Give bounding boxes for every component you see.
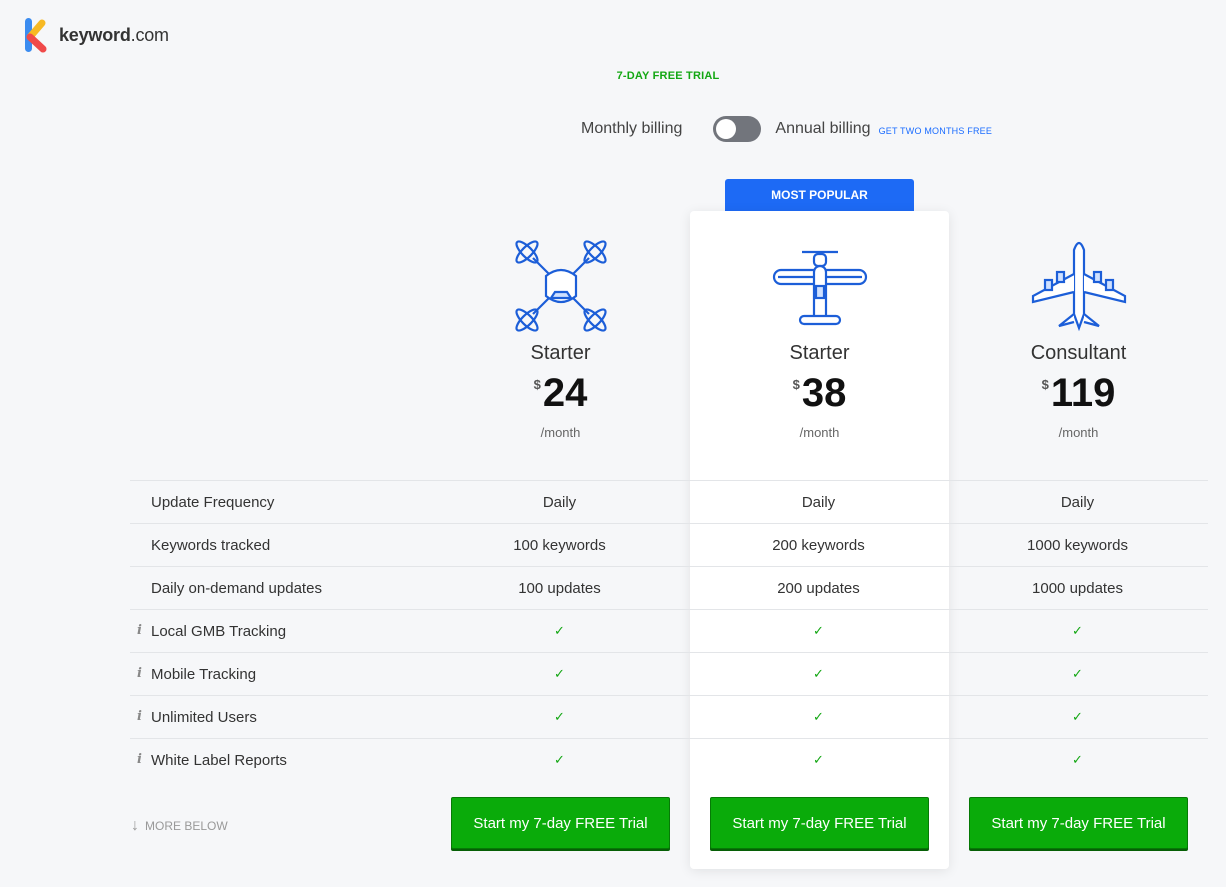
check-icon: ✓ bbox=[554, 752, 565, 767]
keyword-logo-icon bbox=[25, 18, 47, 53]
check-icon: ✓ bbox=[813, 666, 824, 681]
toggle-knob bbox=[716, 119, 737, 139]
plan-period: /month bbox=[540, 425, 581, 440]
feature-label: Local GMB Tracking bbox=[151, 622, 287, 640]
start-trial-button-starter-24[interactable]: Start my 7-day FREE Trial bbox=[451, 797, 670, 849]
check-icon: ✓ bbox=[554, 623, 565, 638]
annual-promo-text: GET TWO MONTHS FREE bbox=[878, 126, 993, 136]
billing-toggle-row: Monthly billing Annual billing GET TWO M… bbox=[581, 115, 992, 143]
feature-label: Daily on-demand updates bbox=[151, 579, 322, 597]
plan-price: $ 38 bbox=[792, 371, 847, 415]
table-row: i White Label Reports ✓ ✓ ✓ bbox=[130, 738, 1208, 781]
check-icon: ✓ bbox=[554, 666, 565, 681]
start-trial-button-consultant[interactable]: Start my 7-day FREE Trial bbox=[969, 797, 1188, 849]
more-below-label: MORE BELOW bbox=[145, 819, 228, 833]
plan-name: Consultant bbox=[1030, 342, 1127, 364]
table-row: i Local GMB Tracking ✓ ✓ ✓ bbox=[130, 609, 1208, 652]
plan-column-2: Starter $ 38 /month bbox=[690, 230, 949, 440]
plan-price: $ 24 bbox=[533, 371, 588, 415]
info-icon[interactable]: i bbox=[137, 622, 142, 638]
brand-name: keyword.com bbox=[59, 24, 169, 45]
table-row: Daily on-demand updates 100 updates 200 … bbox=[130, 566, 1208, 609]
start-trial-button-starter-38[interactable]: Start my 7-day FREE Trial bbox=[710, 797, 929, 849]
check-icon: ✓ bbox=[813, 709, 824, 724]
feature-value: 100 updates bbox=[518, 579, 601, 597]
airliner-icon bbox=[1031, 241, 1126, 332]
plan-price: $ 119 bbox=[1041, 371, 1116, 415]
plan-name: Starter bbox=[530, 342, 591, 364]
info-icon[interactable]: i bbox=[137, 708, 142, 724]
feature-value: Daily bbox=[1060, 493, 1095, 511]
feature-value: Daily bbox=[542, 493, 577, 511]
check-icon: ✓ bbox=[813, 752, 824, 767]
feature-label: Mobile Tracking bbox=[151, 665, 257, 683]
plan-period: /month bbox=[1058, 425, 1099, 440]
check-icon: ✓ bbox=[554, 709, 565, 724]
table-row: i Unlimited Users ✓ ✓ ✓ bbox=[130, 695, 1208, 738]
info-icon[interactable]: i bbox=[137, 751, 142, 767]
table-row: Update Frequency Daily Daily Daily bbox=[130, 480, 1208, 523]
free-trial-banner: 7-DAY FREE TRIAL bbox=[616, 70, 720, 82]
feature-label: Keywords tracked bbox=[151, 536, 271, 554]
check-icon: ✓ bbox=[1072, 752, 1083, 767]
feature-value: 100 keywords bbox=[513, 536, 606, 554]
feature-value: 1000 keywords bbox=[1027, 536, 1128, 554]
plan-column-3: Consultant $ 119 /month bbox=[949, 230, 1208, 440]
plan-amount: 119 bbox=[1050, 371, 1116, 415]
monthly-billing-label[interactable]: Monthly billing bbox=[581, 120, 683, 137]
check-icon: ✓ bbox=[1072, 709, 1083, 724]
feature-comparison-table: Update Frequency Daily Daily Daily Keywo… bbox=[130, 480, 1208, 781]
most-popular-badge: MOST POPULAR bbox=[725, 179, 914, 212]
biplane-icon bbox=[772, 250, 867, 326]
table-row: Keywords tracked 100 keywords 200 keywor… bbox=[130, 523, 1208, 566]
arrow-down-icon: ↓ bbox=[131, 817, 139, 834]
plan-column-1: Starter $ 24 /month bbox=[431, 230, 690, 440]
check-icon: ✓ bbox=[1072, 666, 1083, 681]
feature-value: Daily bbox=[801, 493, 836, 511]
feature-value: 200 updates bbox=[777, 579, 860, 597]
info-icon[interactable]: i bbox=[137, 665, 142, 681]
check-icon: ✓ bbox=[813, 623, 824, 638]
feature-value: 200 keywords bbox=[772, 536, 865, 554]
plan-period: /month bbox=[799, 425, 840, 440]
plan-amount: 24 bbox=[542, 371, 588, 415]
check-icon: ✓ bbox=[1072, 623, 1083, 638]
annual-billing-label[interactable]: Annual billing bbox=[775, 120, 871, 137]
feature-label: White Label Reports bbox=[151, 751, 287, 769]
table-row: i Mobile Tracking ✓ ✓ ✓ bbox=[130, 652, 1208, 695]
feature-label: Update Frequency bbox=[151, 493, 275, 511]
plan-name: Starter bbox=[789, 342, 850, 364]
feature-label: Unlimited Users bbox=[151, 708, 257, 726]
feature-value: 1000 updates bbox=[1032, 579, 1123, 597]
billing-toggle[interactable] bbox=[713, 116, 762, 142]
more-below-link[interactable]: ↓ MORE BELOW bbox=[131, 817, 228, 835]
plan-amount: 38 bbox=[801, 371, 847, 415]
drone-icon bbox=[514, 240, 607, 332]
brand-logo[interactable]: keyword.com bbox=[24, 17, 169, 53]
